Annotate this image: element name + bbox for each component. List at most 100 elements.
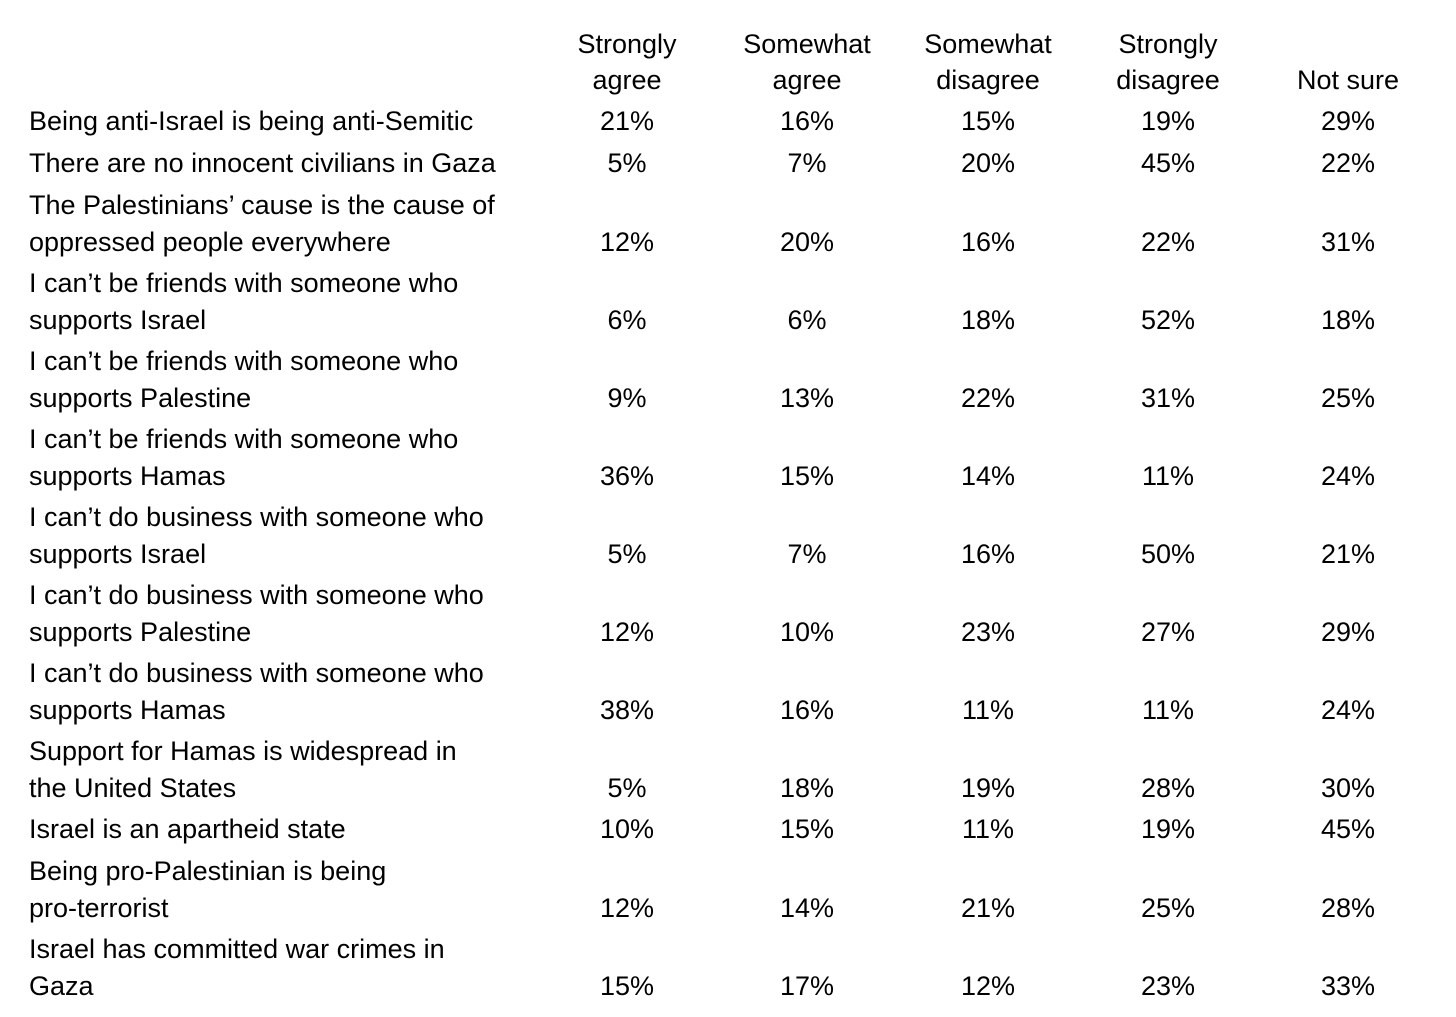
row-label-line: supports Palestine <box>29 617 252 647</box>
value-cell: 16% <box>960 227 1016 257</box>
value-cell: 27% <box>1140 617 1196 647</box>
value-cell: 22% <box>960 383 1016 413</box>
value-cell: 15% <box>599 971 655 1001</box>
value-cell: 12% <box>599 617 655 647</box>
column-header: Somewhat agree <box>717 26 897 98</box>
row-label-line: pro-terrorist <box>29 893 169 923</box>
value-cell: 50% <box>1140 539 1196 569</box>
row-label: I can’t do business with someone who supp… <box>29 499 549 573</box>
table-row: Israel has committed war crimes in Gaza 15… <box>0 931 1456 1005</box>
row-label-line: supports Hamas <box>29 461 226 491</box>
row-label-line: I can’t be friends with someone who <box>29 268 459 298</box>
row-label-line: Being anti-Israel is being anti-Semitic <box>29 106 474 136</box>
column-header-line: Strongly <box>1118 29 1218 59</box>
row-label: I can’t be friends with someone who suppo… <box>29 265 549 339</box>
row-label: Being anti-Israel is being anti-Semitic <box>29 103 549 140</box>
row-label-line: Israel is an apartheid state <box>29 814 346 844</box>
value-cell: 21% <box>599 106 655 136</box>
row-label-line: supports Hamas <box>29 695 226 725</box>
column-header: Strongly agree <box>537 26 717 98</box>
table-row: There are no innocent civilians in Gaza 5… <box>0 145 1456 182</box>
value-cell: 14% <box>779 893 835 923</box>
table-row: The Palestinians’ cause is the cause of o… <box>0 187 1456 261</box>
table-row: Being anti-Israel is being anti-Semitic 2… <box>0 103 1456 140</box>
value-cell: 10% <box>599 814 655 844</box>
row-label: The Palestinians’ cause is the cause of o… <box>29 187 549 261</box>
column-header-line: agree <box>772 65 842 95</box>
table-row: I can’t be friends with someone who suppo… <box>0 265 1456 339</box>
table-row: I can’t do business with someone who supp… <box>0 499 1456 573</box>
value-cell: 23% <box>960 617 1016 647</box>
value-cell: 18% <box>779 773 835 803</box>
value-cell: 30% <box>1320 773 1376 803</box>
value-cell: 22% <box>1320 148 1376 178</box>
row-label-line: I can’t do business with someone who <box>29 658 484 688</box>
row-label: Being pro-Palestinian is being pro-terror… <box>29 853 549 927</box>
row-label: I can’t do business with someone who supp… <box>29 577 549 651</box>
value-cell: 19% <box>1140 106 1196 136</box>
value-cell: 45% <box>1140 148 1196 178</box>
table-row: I can’t do business with someone who supp… <box>0 655 1456 729</box>
column-header-line: Somewhat <box>743 29 871 59</box>
value-cell: 24% <box>1320 695 1376 725</box>
value-cell: 31% <box>1320 227 1376 257</box>
value-cell: 11% <box>961 695 1015 725</box>
value-cell: 12% <box>960 971 1016 1001</box>
value-cell: 10% <box>779 617 835 647</box>
value-cell: 25% <box>1140 893 1196 923</box>
table-row: I can’t be friends with someone who suppo… <box>0 421 1456 495</box>
value-cell: 6% <box>607 305 647 335</box>
value-cell: 18% <box>1320 305 1376 335</box>
row-label-line: Gaza <box>29 971 94 1001</box>
value-cell: 21% <box>1320 539 1376 569</box>
value-cell: 18% <box>960 305 1016 335</box>
row-label-line: The Palestinians’ cause is the cause of <box>29 190 495 220</box>
value-cell: 20% <box>960 148 1016 178</box>
value-cell: 29% <box>1320 617 1376 647</box>
value-cell: 11% <box>1141 461 1195 491</box>
column-header-line: agree <box>592 65 662 95</box>
value-cell: 17% <box>779 971 835 1001</box>
value-cell: 5% <box>607 773 647 803</box>
row-label: Support for Hamas is widespread in the Un… <box>29 733 549 807</box>
row-label-line: I can’t be friends with someone who <box>29 424 459 454</box>
value-cell: 31% <box>1140 383 1196 413</box>
row-label-line: Being pro-Palestinian is being <box>29 856 387 886</box>
table-row: Israel is an apartheid state 10% 15% 11% 19%… <box>0 811 1456 848</box>
value-cell: 38% <box>599 695 655 725</box>
value-cell: 52% <box>1140 305 1196 335</box>
column-header-line: disagree <box>936 65 1040 95</box>
value-cell: 16% <box>779 106 835 136</box>
value-cell: 45% <box>1320 814 1376 844</box>
row-label-line: I can’t do business with someone who <box>29 580 484 610</box>
row-label-line: the United States <box>29 773 237 803</box>
row-label-line: I can’t be friends with someone who <box>29 346 459 376</box>
value-cell: 13% <box>779 383 835 413</box>
row-label-line: oppressed people everywhere <box>29 227 391 257</box>
value-cell: 29% <box>1320 106 1376 136</box>
value-cell: 19% <box>1140 814 1196 844</box>
value-cell: 24% <box>1320 461 1376 491</box>
table-row: I can’t be friends with someone who suppo… <box>0 343 1456 417</box>
column-header-line: Strongly <box>577 29 677 59</box>
table-row: Support for Hamas is widespread in the Un… <box>0 733 1456 807</box>
value-cell: 14% <box>960 461 1016 491</box>
row-label: I can’t be friends with someone who suppo… <box>29 343 549 417</box>
column-header-line: Not sure <box>1296 65 1400 95</box>
row-label-line: supports Palestine <box>29 383 252 413</box>
value-cell: 36% <box>599 461 655 491</box>
row-label: I can’t do business with someone who supp… <box>29 655 549 729</box>
value-cell: 25% <box>1320 383 1376 413</box>
value-cell: 12% <box>599 893 655 923</box>
value-cell: 19% <box>960 773 1016 803</box>
value-cell: 16% <box>779 695 835 725</box>
value-cell: 33% <box>1320 971 1376 1001</box>
value-cell: 9% <box>607 383 647 413</box>
value-cell: 28% <box>1320 893 1376 923</box>
value-cell: 7% <box>787 539 827 569</box>
row-label-line: supports Israel <box>29 539 207 569</box>
value-cell: 28% <box>1140 773 1196 803</box>
row-label-line: supports Israel <box>29 305 207 335</box>
value-cell: 15% <box>960 106 1016 136</box>
